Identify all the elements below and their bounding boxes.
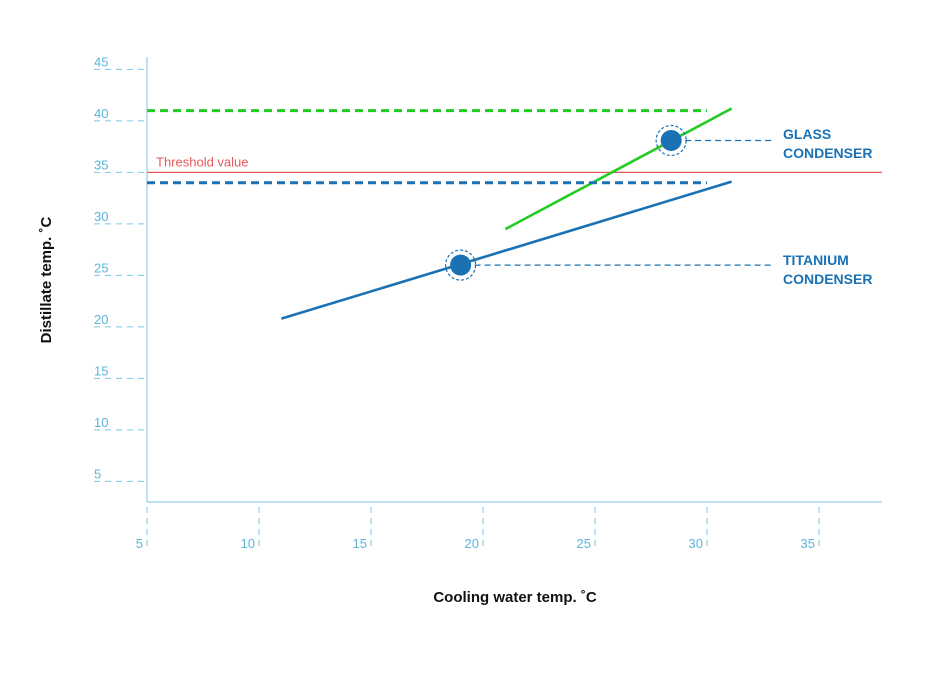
y-tick-label: 10 bbox=[94, 415, 108, 430]
y-ticks: 5 10 15 20 25 30 35 40 45 bbox=[94, 54, 145, 482]
threshold-label: Threshold value bbox=[156, 154, 249, 169]
y-tick-label: 30 bbox=[94, 209, 108, 224]
x-tick-label: 35 bbox=[801, 536, 815, 551]
titanium-condenser-label: TITANIUM bbox=[783, 252, 849, 268]
titanium-condenser-marker bbox=[450, 254, 472, 276]
titanium-condenser-label: CONDENSER bbox=[783, 271, 872, 287]
y-tick-label: 40 bbox=[94, 106, 108, 121]
x-tick-label: 30 bbox=[689, 536, 703, 551]
x-tick-label: 25 bbox=[577, 536, 591, 551]
titanium-condenser-marker-halo bbox=[445, 249, 477, 281]
glass-condenser-marker-halo bbox=[655, 124, 687, 157]
x-tick-label: 5 bbox=[136, 536, 143, 551]
glass-condenser-label: GLASS bbox=[783, 126, 831, 142]
y-tick-label: 45 bbox=[94, 54, 108, 69]
glass-condenser-line bbox=[504, 107, 733, 231]
y-tick-label: 35 bbox=[94, 157, 108, 172]
y-tick-label: 15 bbox=[94, 363, 108, 378]
y-tick-label: 5 bbox=[94, 466, 101, 481]
x-axis-title: Cooling water temp. ˚C bbox=[433, 589, 597, 606]
y-axis-title: Distillate temp. ˚C bbox=[38, 216, 55, 343]
x-ticks: 5 10 15 20 25 30 35 bbox=[136, 507, 820, 551]
y-tick-label: 25 bbox=[94, 260, 108, 275]
glass-condenser-label: CONDENSER bbox=[783, 145, 872, 161]
series-layer: GLASS CONDENSER TITANIUM CONDENSER bbox=[147, 107, 872, 320]
glass-condenser-marker bbox=[660, 129, 682, 151]
x-tick-label: 10 bbox=[241, 536, 255, 551]
y-tick-label: 20 bbox=[94, 312, 108, 327]
x-tick-label: 20 bbox=[465, 536, 479, 551]
titanium-condenser-line bbox=[281, 180, 733, 320]
x-tick-label: 15 bbox=[353, 536, 367, 551]
